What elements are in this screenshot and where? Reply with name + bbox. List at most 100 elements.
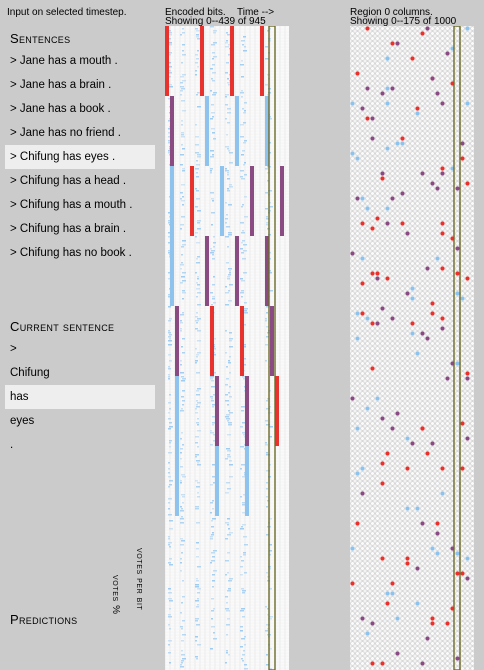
active-column-dot [440, 171, 445, 176]
time-axis-label: Time --> [237, 7, 275, 18]
encoded-bit-bar [170, 96, 174, 166]
active-column-dot [360, 311, 365, 316]
token-item[interactable]: eyes [10, 415, 35, 427]
sentence-item[interactable]: > Chifung has no book . [10, 247, 132, 259]
active-column-dot [415, 106, 420, 111]
sentence-item[interactable]: > Jane has a mouth . [10, 55, 118, 67]
active-column-dot [360, 491, 365, 496]
active-column-dot [425, 266, 430, 271]
encoded-bit-bar [165, 26, 169, 96]
sentence-item[interactable]: > Chifung has eyes . [5, 145, 155, 169]
active-column-dot [410, 441, 415, 446]
active-column-dot [410, 296, 415, 301]
active-column-dot [435, 91, 440, 96]
active-column-dot [360, 466, 365, 471]
active-column-dot [465, 376, 470, 381]
encoded-bit-bar [175, 376, 179, 516]
active-column-dot [370, 271, 375, 276]
active-column-dot [415, 351, 420, 356]
encoded-bit-bar [200, 26, 204, 96]
sentences-heading: Sentences [10, 31, 71, 46]
selected-timestep-highlight [268, 26, 276, 670]
active-column-dot [350, 151, 355, 156]
token-item[interactable]: has [5, 385, 155, 409]
encoded-bit-bar [190, 166, 194, 236]
active-column-dot [460, 156, 465, 161]
active-column-dot [385, 101, 390, 106]
active-column-dot [355, 311, 360, 316]
active-column-dot [465, 101, 470, 106]
active-column-dot [370, 226, 375, 231]
active-column-dot [380, 176, 385, 181]
active-column-dot [375, 216, 380, 221]
active-column-dot [410, 321, 415, 326]
token-item[interactable]: > [10, 343, 17, 355]
active-column-dot [370, 661, 375, 666]
encoded-bit-bar [215, 446, 219, 516]
active-column-dot [370, 136, 375, 141]
encoded-bit-bar [245, 446, 249, 516]
sentence-item[interactable]: > Jane has no friend . [10, 127, 121, 139]
active-column-dot [390, 426, 395, 431]
region-showing-range: Showing 0--175 of 1000 [350, 16, 457, 27]
active-column-dot [445, 51, 450, 56]
encoded-bit-bar [250, 166, 254, 236]
active-column-dot [410, 56, 415, 61]
token-item[interactable]: Chifung [10, 367, 50, 379]
active-column-dot [410, 286, 415, 291]
active-column-dot [445, 376, 450, 381]
active-column-dot [390, 591, 395, 596]
encoded-bit-bar [205, 96, 209, 166]
sentence-item[interactable]: > Jane has a brain . [10, 79, 112, 91]
active-column-dot [350, 581, 355, 586]
active-column-dot [435, 256, 440, 261]
active-column-dot [370, 116, 375, 121]
active-column-dot [380, 91, 385, 96]
active-column-dot [365, 86, 370, 91]
active-column-dot [380, 306, 385, 311]
active-column-dot [390, 581, 395, 586]
active-column-dot [380, 171, 385, 176]
active-column-dot [420, 521, 425, 526]
active-column-dot [355, 336, 360, 341]
active-column-dot [465, 276, 470, 281]
sentence-item[interactable]: > Chifung has a brain . [10, 223, 127, 235]
sentence-item[interactable]: > Chifung has a mouth . [10, 199, 133, 211]
active-column-dot [435, 531, 440, 536]
active-column-dot [425, 336, 430, 341]
active-column-dot [435, 551, 440, 556]
active-column-dot [440, 491, 445, 496]
region-columns-grid[interactable] [350, 26, 474, 670]
active-column-dot [405, 231, 410, 236]
active-column-dot [405, 436, 410, 441]
sentence-item[interactable]: > Chifung has a head . [10, 175, 127, 187]
active-column-dot [380, 416, 385, 421]
token-item[interactable]: . [10, 439, 14, 451]
active-column-dot [400, 191, 405, 196]
encoded-bits-grid[interactable] [165, 26, 289, 670]
active-column-dot [440, 231, 445, 236]
active-column-dot [405, 506, 410, 511]
active-column-dot [420, 171, 425, 176]
active-column-dot [455, 271, 460, 276]
active-column-dot [420, 331, 425, 336]
encoded-showing-range: Showing 0--439 of 945 [165, 16, 266, 27]
encoded-bit-bar [220, 166, 224, 236]
active-column-dot [400, 141, 405, 146]
active-column-dot [385, 601, 390, 606]
active-column-dot [355, 71, 360, 76]
encoded-bit-bar [260, 26, 264, 96]
active-column-dot [435, 521, 440, 526]
active-column-dot [385, 451, 390, 456]
active-column-dot [375, 276, 380, 281]
encoded-bit-bar [205, 236, 209, 306]
active-column-dot [435, 186, 440, 191]
sentence-item[interactable]: > Jane has a book . [10, 103, 111, 115]
active-column-dot [455, 361, 460, 366]
active-column-dot [390, 86, 395, 91]
active-column-dot [440, 221, 445, 226]
active-column-dot [460, 296, 465, 301]
active-column-dot [350, 251, 355, 256]
sentence-list: > Jane has a mouth . > Jane has a brain .… [5, 49, 155, 265]
encoded-bit-bar [175, 306, 179, 376]
